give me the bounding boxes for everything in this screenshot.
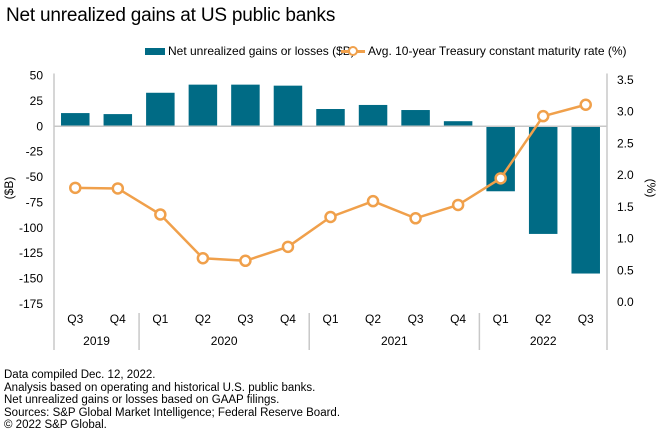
- y-tick-label: -50: [26, 170, 44, 184]
- y-tick-label: -125: [19, 246, 43, 260]
- bar: [401, 110, 430, 127]
- line-point: [324, 210, 337, 224]
- chart-svg: 2019 2020 2021 2022 Q3 Q4 Q1 Q2 Q3 Q4 Q1 Q2 Q3 Q4 Q1 Q2…: [2, 69, 658, 350]
- line-point: [366, 194, 380, 208]
- line-point: [536, 109, 550, 123]
- line-series: [69, 98, 592, 268]
- line-point: [196, 251, 210, 265]
- y2-tick-label: 2.5: [617, 136, 634, 150]
- group-label: 2022: [530, 334, 557, 348]
- bar: [61, 113, 90, 127]
- bar: [358, 104, 388, 127]
- chart-title: Net unrealized gains at US public banks: [6, 5, 336, 26]
- group-label: 2020: [211, 334, 238, 348]
- group-label: 2021: [381, 334, 408, 348]
- y2-tick-label: 0.0: [617, 295, 634, 309]
- line-point: [579, 98, 592, 111]
- x-tick-label: Q3: [578, 312, 594, 326]
- bar: [146, 92, 175, 127]
- y-tick-label: 25: [30, 94, 44, 108]
- y2-tick-label: 0.5: [617, 263, 634, 277]
- x-tick-label: Q3: [67, 312, 83, 326]
- legend-item-bars: Net unrealized gains or losses ($B): [145, 44, 355, 58]
- x-tick-label: Q2: [195, 312, 211, 326]
- y-tick-label: -75: [26, 195, 44, 209]
- line-point: [409, 212, 422, 225]
- x-tick-label: Q3: [237, 312, 253, 326]
- x-tick-label: Q2: [365, 312, 381, 326]
- x-tick-label: Q4: [280, 312, 296, 326]
- bar: [571, 126, 600, 274]
- x-tick-label: Q4: [110, 312, 126, 326]
- note-line: Analysis based on operating and historic…: [4, 381, 316, 394]
- y-tick-label: -175: [19, 297, 43, 311]
- note-line: Sources: S&P Global Market Intelligence;…: [4, 406, 341, 419]
- legend-label-bars: Net unrealized gains or losses ($B): [168, 44, 355, 58]
- y-tick-label: 50: [30, 69, 44, 83]
- line-point: [69, 181, 82, 195]
- line-point: [154, 208, 167, 221]
- y-tick-label: -25: [26, 145, 44, 159]
- bar: [528, 126, 558, 234]
- legend-label-line: Avg. 10-year Treasury constant maturity …: [368, 44, 627, 58]
- y2-tick-label: 2.0: [617, 168, 634, 182]
- note-line: Net unrealized gains or losses based on …: [4, 394, 280, 407]
- y-axis-title: ($B): [2, 177, 16, 200]
- y2-axis-title: (%): [644, 179, 658, 198]
- bar: [188, 84, 218, 127]
- y2-tick-label: 1.0: [617, 232, 634, 246]
- line-point: [239, 254, 252, 268]
- group-label: 2019: [83, 334, 110, 348]
- x-tick-label: Q3: [408, 312, 424, 326]
- x-tick-label: Q1: [152, 312, 168, 326]
- y2-tick-label: 3.0: [617, 105, 634, 119]
- y-tick-label: -150: [19, 272, 43, 286]
- line-point: [494, 172, 507, 185]
- bar: [231, 84, 260, 127]
- bar: [103, 114, 133, 127]
- axes: [53, 73, 608, 350]
- axis-labels: 2019 2020 2021 2022 Q3 Q4 Q1 Q2 Q3 Q4 Q1 Q2 Q3 Q4 Q1 Q2…: [2, 69, 658, 349]
- line-point: [111, 182, 125, 195]
- bar: [273, 85, 303, 127]
- note-line: © 2022 S&P Global.: [4, 419, 107, 432]
- x-tick-label: Q4: [450, 312, 466, 326]
- y2-tick-label: 1.5: [617, 200, 634, 214]
- x-tick-label: Q1: [322, 312, 338, 326]
- bar: [316, 109, 345, 127]
- x-tick-label: Q1: [493, 312, 509, 326]
- y-tick-label: 0: [36, 119, 43, 133]
- y-tick-label: -100: [19, 221, 43, 235]
- footnotes: Data compiled Dec. 12, 2022. Analysis ba…: [4, 369, 340, 432]
- bar: [443, 121, 473, 127]
- legend-swatch-bar: [145, 47, 165, 55]
- legend-item-line: Avg. 10-year Treasury constant maturity …: [341, 44, 627, 58]
- bar-series: [61, 84, 600, 274]
- line-point: [281, 240, 295, 254]
- x-tick-label: Q2: [535, 312, 551, 326]
- line-point: [451, 198, 465, 212]
- legend-swatch-line: [341, 46, 365, 56]
- note-line: Data compiled Dec. 12, 2022.: [4, 369, 156, 381]
- y2-tick-label: 3.5: [617, 73, 634, 87]
